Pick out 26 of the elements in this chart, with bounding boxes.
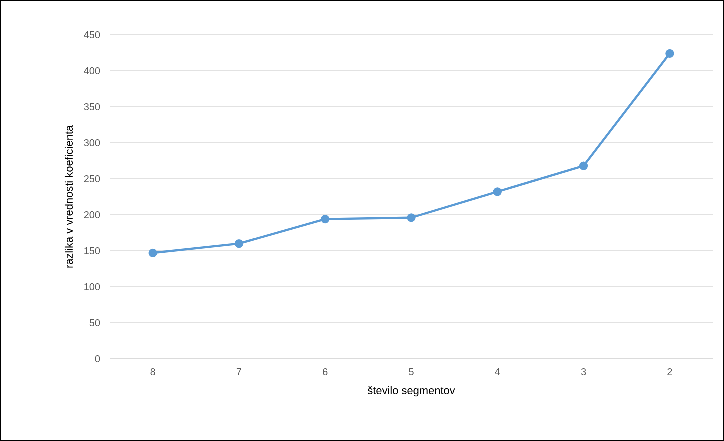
x-tick-label: 7 <box>236 368 242 376</box>
point <box>321 215 330 224</box>
y-tick-label: 0 <box>95 355 100 363</box>
x-axis-title: število segmentov <box>368 386 456 397</box>
y-tick-label: 250 <box>84 175 100 183</box>
x-tick-label: 3 <box>581 368 586 376</box>
point <box>493 188 502 196</box>
y-tick-label: 400 <box>84 67 100 75</box>
x-tick-label: 2 <box>668 368 672 376</box>
y-tick-label: 350 <box>84 103 100 111</box>
y-axis-title: razlika v vrednosti koeficienta <box>64 125 74 268</box>
point <box>666 49 674 58</box>
point <box>579 162 588 170</box>
x-tick-label: 5 <box>409 368 414 376</box>
y-tick-label: 50 <box>90 319 100 327</box>
y-tick-label: 100 <box>84 283 100 291</box>
y-tick-label: 450 <box>84 31 100 39</box>
point <box>407 214 416 222</box>
x-tick-label: 4 <box>495 368 500 376</box>
x-tick-label: 6 <box>323 368 328 376</box>
x-tick-label: 8 <box>150 368 156 376</box>
y-tick-label: 150 <box>84 247 100 255</box>
y-tick-label: 200 <box>84 211 100 219</box>
point <box>148 248 158 258</box>
y-tick-label: 300 <box>84 139 100 147</box>
point <box>234 239 244 248</box>
